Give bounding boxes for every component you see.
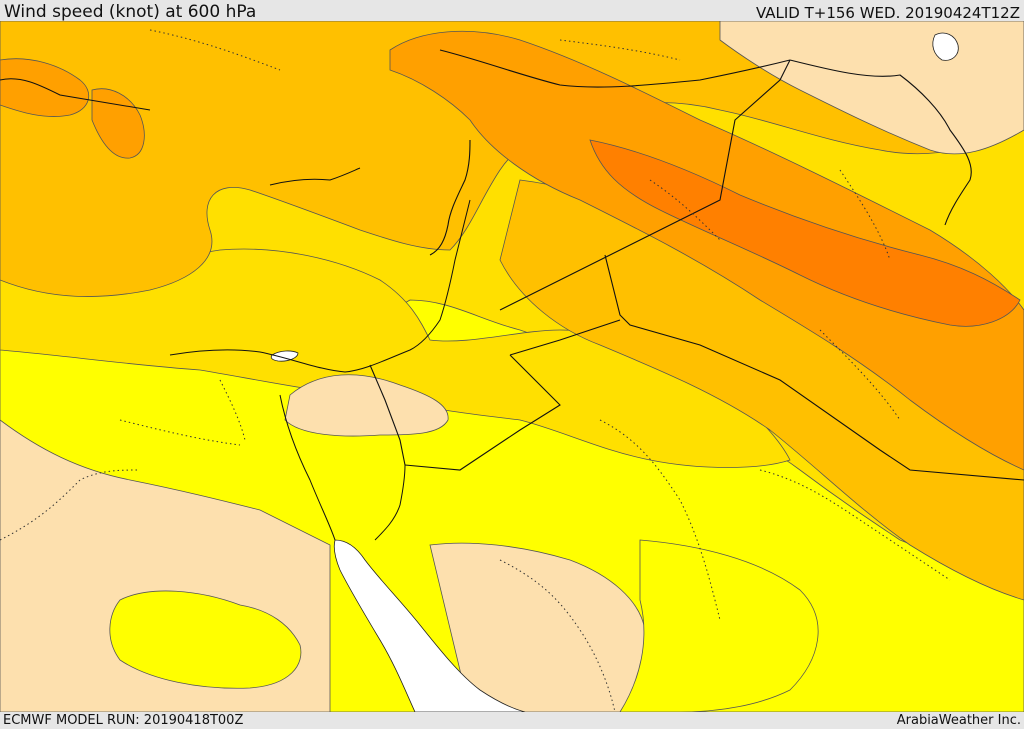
lake-northeast <box>932 32 959 61</box>
header-bar: Wind speed (knot) at 600 hPa VALID T+156… <box>0 0 1024 22</box>
land-sinai-patch <box>284 374 449 437</box>
credit: ArabiaWeather Inc. <box>896 713 1021 728</box>
contour-yellow-patch-se <box>619 539 819 712</box>
footer-bar: ECMWF MODEL RUN: 20190418T00Z ArabiaWeat… <box>0 712 1024 729</box>
valid-time: VALID T+156 WED. 20190424T12Z <box>755 4 1020 22</box>
map-title: Wind speed (knot) at 600 hPa <box>4 2 257 22</box>
red-sea <box>333 539 526 712</box>
lake-north <box>270 350 299 362</box>
model-run: ECMWF MODEL RUN: 20190418T00Z <box>3 713 244 728</box>
country-borders <box>369 49 1024 481</box>
contour-orange <box>389 30 1024 471</box>
contour-deep-orange <box>589 139 1021 327</box>
contour-yellow-patch-sw <box>109 590 302 689</box>
admin-boundaries <box>0 29 951 712</box>
wind-speed-map <box>0 21 1024 712</box>
coastlines <box>0 78 471 541</box>
